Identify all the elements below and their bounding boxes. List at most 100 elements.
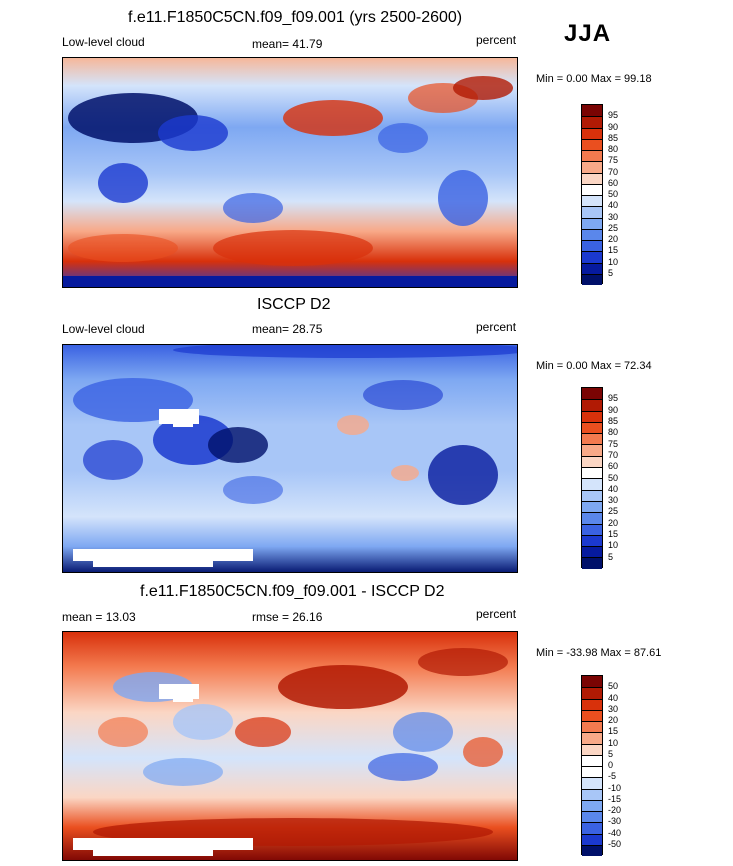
colorbar-tick-label: 20 — [608, 517, 619, 528]
colorbar-bin — [582, 743, 602, 755]
colorbar-bin — [582, 478, 602, 490]
colorbar-bin — [582, 183, 602, 195]
colorbar-bin — [582, 399, 602, 411]
panel2-field — [63, 345, 517, 572]
panel3-rmse: rmse = 26.16 — [252, 610, 323, 624]
colorbar-bin — [582, 777, 602, 789]
panel3-mean: mean = 13.03 — [62, 610, 136, 624]
colorbar-tick-label: -20 — [608, 805, 622, 815]
colorbar-bin — [582, 240, 602, 252]
panel3-field — [63, 632, 517, 860]
colorbar-tick-label: 75 — [608, 438, 619, 449]
panel3-colorbar — [581, 675, 603, 856]
colorbar-bin — [582, 433, 602, 445]
colorbar-bin — [582, 833, 602, 845]
colorbar-tick-label: 30 — [608, 211, 619, 222]
panel2-mean: mean= 28.75 — [252, 322, 323, 336]
panel2-colorbar — [581, 387, 603, 569]
colorbar-tick-label: 90 — [608, 404, 619, 415]
colorbar-bin — [582, 844, 602, 856]
colorbar-bin — [582, 721, 602, 733]
colorbar-bin — [582, 766, 602, 778]
colorbar-tick-label: 85 — [608, 415, 619, 426]
colorbar-bin — [582, 534, 602, 547]
colorbar-bin — [582, 217, 602, 229]
colorbar-tick-label: 50 — [608, 472, 619, 483]
panel1-units: percent — [476, 33, 517, 47]
colorbar-bin — [582, 732, 602, 744]
colorbar-tick-label: -15 — [608, 793, 622, 804]
colorbar-tick-label: 30 — [608, 703, 619, 714]
panel3-title: f.e11.F1850C5CN.f09_f09.001 - ISCCP D2 — [140, 583, 445, 600]
colorbar-tick-label: 10 — [608, 540, 619, 551]
colorbar-tick-label: 20 — [608, 234, 619, 244]
colorbar-tick-label: 60 — [608, 177, 619, 188]
colorbar-bin — [582, 687, 602, 699]
colorbar-bin — [582, 206, 602, 218]
colorbar-tick-label: 0 — [608, 760, 614, 770]
panel1-range: Min = 0.00 Max = 99.18 — [536, 73, 652, 85]
colorbar-bin — [582, 251, 602, 263]
colorbar-tick-label: 85 — [608, 132, 619, 143]
colorbar-tick-label: 25 — [608, 222, 619, 233]
colorbar-tick-label: -50 — [608, 838, 622, 849]
colorbar-tick-label: 5 — [608, 748, 614, 759]
colorbar-tick-label: -5 — [608, 771, 617, 782]
colorbar-tick-label: 15 — [608, 529, 619, 540]
colorbar-bin — [582, 421, 602, 434]
colorbar-tick-label: 30 — [608, 495, 619, 506]
colorbar-tick-label: 60 — [608, 461, 619, 472]
colorbar-bin — [582, 161, 602, 173]
colorbar-bin — [582, 127, 602, 139]
colorbar-tick-label: -10 — [608, 782, 622, 793]
colorbar-bin — [582, 410, 602, 422]
colorbar-bin — [582, 228, 602, 240]
colorbar-bin — [582, 557, 602, 569]
colorbar-bin — [582, 512, 602, 524]
panel1-variable: Low-level cloud — [62, 35, 145, 49]
colorbar-bin — [582, 262, 602, 274]
colorbar-tick-label: 80 — [608, 144, 619, 154]
panel3-units: percent — [476, 607, 517, 621]
panel2-units: percent — [476, 320, 517, 334]
colorbar-bin — [582, 500, 602, 513]
colorbar-tick-label: 80 — [608, 427, 619, 438]
colorbar-bin — [582, 195, 602, 207]
colorbar-tick-label: 25 — [608, 506, 619, 517]
panel2-variable: Low-level cloud — [62, 322, 145, 336]
panel1-mean: mean= 41.79 — [252, 37, 323, 51]
colorbar-tick-label: 15 — [608, 726, 619, 737]
colorbar-bin — [582, 172, 602, 184]
colorbar-bin — [582, 273, 602, 285]
colorbar-tick-label: -30 — [608, 816, 622, 827]
colorbar-bin — [582, 116, 602, 128]
colorbar-bin — [582, 709, 602, 721]
colorbar-tick-label: 50 — [608, 189, 619, 199]
colorbar-bin — [582, 822, 602, 834]
panel2-range: Min = 0.00 Max = 72.34 — [536, 360, 652, 372]
colorbar-bin — [582, 799, 602, 811]
colorbar-bin — [582, 455, 602, 468]
colorbar-tick-label: 70 — [608, 449, 619, 460]
colorbar-bin — [582, 444, 602, 456]
colorbar-tick-label: 95 — [608, 110, 619, 121]
colorbar-tick-label: 10 — [608, 256, 619, 267]
colorbar-bin — [582, 754, 602, 766]
panel3-range: Min = -33.98 Max = 87.61 — [536, 647, 662, 659]
panel2-title: ISCCP D2 — [257, 296, 331, 313]
colorbar-tick-label: 75 — [608, 155, 619, 166]
colorbar-bin — [582, 388, 602, 400]
colorbar-tick-label: 5 — [608, 267, 614, 278]
colorbar-bin — [582, 138, 602, 150]
colorbar-bin — [582, 105, 602, 117]
colorbar-tick-label: 40 — [608, 200, 619, 211]
colorbar-bin — [582, 489, 602, 501]
panel1-colorbar — [581, 104, 603, 285]
colorbar-tick-label: 10 — [608, 737, 619, 748]
colorbar-tick-label: 40 — [608, 692, 619, 703]
colorbar-bin — [582, 467, 602, 479]
panel2-map — [62, 344, 518, 573]
colorbar-tick-label: 90 — [608, 121, 619, 132]
colorbar-bin — [582, 546, 602, 558]
colorbar-bin — [582, 676, 602, 688]
